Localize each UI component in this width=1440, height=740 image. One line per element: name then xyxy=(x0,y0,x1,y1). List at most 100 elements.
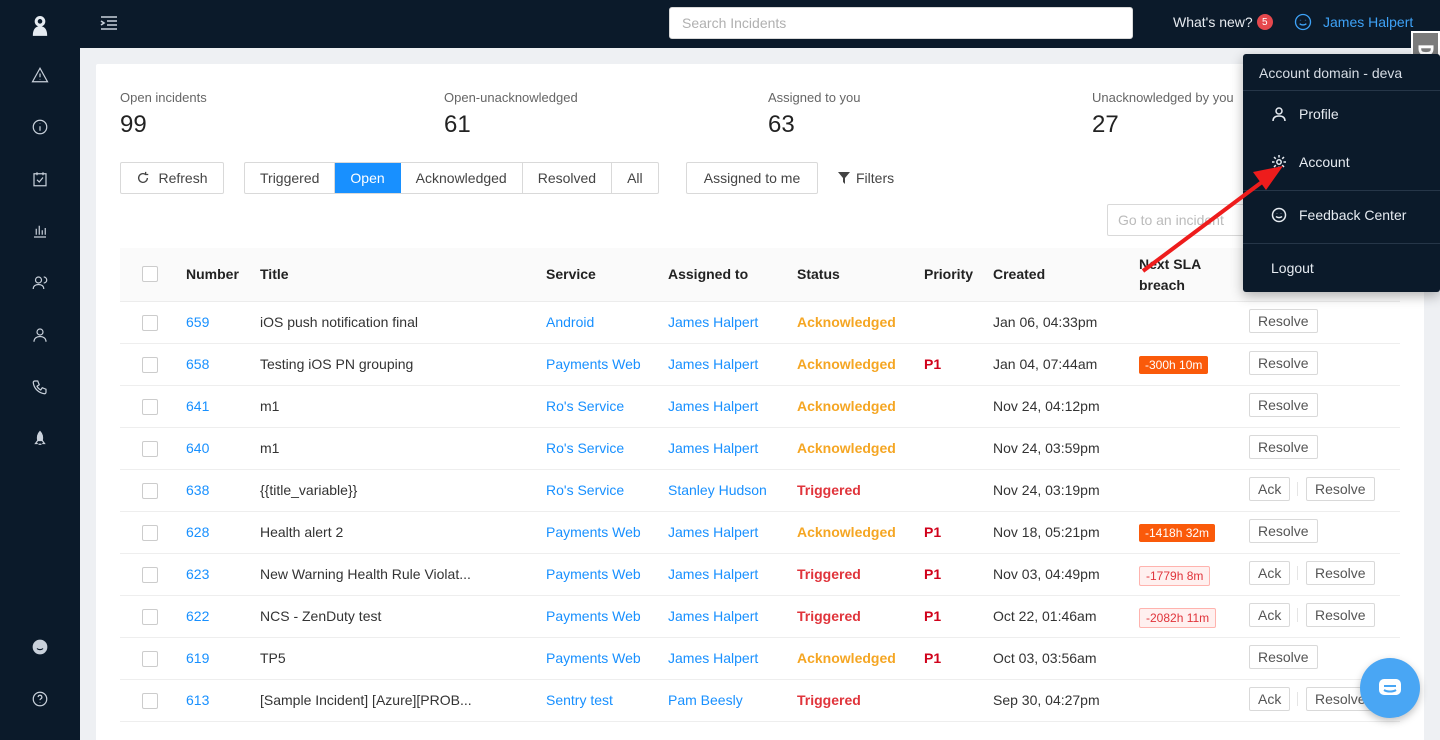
resolve-button[interactable]: Resolve xyxy=(1249,309,1318,333)
incident-number[interactable]: 623 xyxy=(186,566,210,582)
row-checkbox[interactable] xyxy=(142,651,158,667)
col-assigned-to[interactable]: Assigned to xyxy=(668,266,749,282)
refresh-button[interactable]: Refresh xyxy=(120,162,224,194)
table-row[interactable]: 628 Health alert 2 Payments Web James Halpe… xyxy=(120,512,1400,554)
incident-title[interactable]: Health alert 2 xyxy=(260,524,344,540)
row-checkbox[interactable] xyxy=(142,693,158,709)
assignee-link[interactable]: Pam Beesly xyxy=(668,692,743,708)
resolve-button[interactable]: Resolve xyxy=(1249,645,1318,669)
incident-title[interactable]: m1 xyxy=(260,440,280,456)
incident-number[interactable]: 658 xyxy=(186,356,210,372)
incident-number[interactable]: 613 xyxy=(186,692,210,708)
chat-widget-button[interactable] xyxy=(1360,658,1420,718)
incident-title[interactable]: NCS - ZenDuty test xyxy=(260,608,382,624)
help-icon[interactable] xyxy=(29,688,51,710)
table-row[interactable]: 613 [Sample Incident] [Azure][PROB... Sent… xyxy=(120,680,1400,722)
incident-title[interactable]: m1 xyxy=(260,398,280,414)
ack-button[interactable]: Ack xyxy=(1249,561,1291,585)
table-row[interactable]: 638 {{title_variable}} Ro's Service Stanley… xyxy=(120,470,1400,512)
assignee-link[interactable]: James Halpert xyxy=(668,356,759,372)
incident-number[interactable]: 619 xyxy=(186,650,210,666)
tab-all[interactable]: All xyxy=(627,170,643,186)
row-checkbox[interactable] xyxy=(142,315,158,331)
resolve-button[interactable]: Resolve xyxy=(1249,393,1318,417)
service-link[interactable]: Payments Web xyxy=(546,356,641,372)
menu-item-profile[interactable]: Profile xyxy=(1243,92,1440,136)
resolve-button[interactable]: Resolve xyxy=(1306,561,1375,585)
col-title[interactable]: Title xyxy=(260,266,289,282)
assignee-link[interactable]: James Halpert xyxy=(668,440,759,456)
incident-title[interactable]: iOS push notification final xyxy=(260,314,418,330)
assignee-link[interactable]: James Halpert xyxy=(668,398,759,414)
tab-open[interactable]: Open xyxy=(335,163,401,193)
incident-title[interactable]: TP5 xyxy=(260,650,286,666)
col-next-sla[interactable]: Next SLA xyxy=(1139,256,1202,272)
ack-button[interactable]: Ack xyxy=(1249,687,1291,711)
search-input[interactable] xyxy=(669,7,1133,39)
service-link[interactable]: Payments Web xyxy=(546,566,641,582)
ack-button[interactable]: Ack xyxy=(1249,603,1291,627)
tab-triggered[interactable]: Triggered xyxy=(245,163,336,193)
assignee-link[interactable]: James Halpert xyxy=(668,608,759,624)
incident-title[interactable]: Testing iOS PN grouping xyxy=(260,356,414,372)
table-row[interactable]: 623 New Warning Health Rule Violat... Paym… xyxy=(120,554,1400,596)
menu-item-feedback-center[interactable]: Feedback Center xyxy=(1243,193,1440,237)
assignee-link[interactable]: James Halpert xyxy=(668,566,759,582)
incident-number[interactable]: 659 xyxy=(186,314,210,330)
assigned-to-me-button[interactable]: Assigned to me xyxy=(686,162,818,194)
filters-button[interactable]: Filters xyxy=(838,170,894,186)
row-checkbox[interactable] xyxy=(142,525,158,541)
table-row[interactable]: 659 iOS push notification final Android Jam… xyxy=(120,302,1400,344)
info-icon[interactable] xyxy=(29,116,51,138)
incident-number[interactable]: 641 xyxy=(186,398,210,414)
service-link[interactable]: Ro's Service xyxy=(546,482,625,498)
table-row[interactable]: 622 NCS - ZenDuty test Payments Web James H… xyxy=(120,596,1400,638)
select-all-checkbox[interactable] xyxy=(142,266,158,282)
row-checkbox[interactable] xyxy=(142,567,158,583)
resolve-button[interactable]: Resolve xyxy=(1249,435,1318,459)
service-link[interactable]: Ro's Service xyxy=(546,398,625,414)
incident-title[interactable]: [Sample Incident] [Azure][PROB... xyxy=(260,692,472,708)
user-icon[interactable] xyxy=(29,324,51,346)
service-link[interactable]: Ro's Service xyxy=(546,440,625,456)
bar-chart-icon[interactable] xyxy=(29,220,51,242)
row-checkbox[interactable] xyxy=(142,399,158,415)
tab-resolved[interactable]: Resolved xyxy=(523,163,613,193)
resolve-button[interactable]: Resolve xyxy=(1306,477,1375,501)
col-service[interactable]: Service xyxy=(546,266,596,282)
logo-icon[interactable] xyxy=(29,14,51,36)
row-checkbox[interactable] xyxy=(142,441,158,457)
table-row[interactable]: 641 m1 Ro's Service James Halpert Acknowledg… xyxy=(120,386,1400,428)
service-link[interactable]: Sentry test xyxy=(546,692,613,708)
table-row[interactable]: 640 m1 Ro's Service James Halpert Acknowledg… xyxy=(120,428,1400,470)
assignee-link[interactable]: Stanley Hudson xyxy=(668,482,767,498)
service-link[interactable]: Android xyxy=(546,314,595,330)
service-link[interactable]: Payments Web xyxy=(546,608,641,624)
menu-item-account[interactable]: Account xyxy=(1243,140,1440,184)
table-row[interactable]: 619 TP5 Payments Web James Halpert Acknowled… xyxy=(120,638,1400,680)
row-checkbox[interactable] xyxy=(142,609,158,625)
alert-icon[interactable] xyxy=(29,64,51,86)
service-link[interactable]: Payments Web xyxy=(546,650,641,666)
col-number[interactable]: Number xyxy=(186,266,239,282)
row-checkbox[interactable] xyxy=(142,483,158,499)
row-checkbox[interactable] xyxy=(142,357,158,373)
resolve-button[interactable]: Resolve xyxy=(1306,603,1375,627)
phone-icon[interactable] xyxy=(29,376,51,398)
incident-number[interactable]: 628 xyxy=(186,524,210,540)
whats-new-link[interactable]: What's new? 5 xyxy=(1173,14,1273,30)
incident-title[interactable]: {{title_variable}} xyxy=(260,482,358,498)
assignee-link[interactable]: James Halpert xyxy=(668,524,759,540)
menu-toggle-icon[interactable] xyxy=(98,12,120,34)
col-priority[interactable]: Priority xyxy=(924,266,974,282)
incident-title[interactable]: New Warning Health Rule Violat... xyxy=(260,566,471,582)
rocket-icon[interactable] xyxy=(29,428,51,450)
table-row[interactable]: 658 Testing iOS PN grouping Payments Web Ja… xyxy=(120,344,1400,386)
menu-item-logout[interactable]: Logout xyxy=(1243,246,1440,290)
user-menu[interactable]: James Halpert xyxy=(1293,12,1413,32)
resolve-button[interactable]: Resolve xyxy=(1249,351,1318,375)
incident-number[interactable]: 638 xyxy=(186,482,210,498)
tab-acknowledged[interactable]: Acknowledged xyxy=(401,163,523,193)
resolve-button[interactable]: Resolve xyxy=(1249,519,1318,543)
assignee-link[interactable]: James Halpert xyxy=(668,314,759,330)
